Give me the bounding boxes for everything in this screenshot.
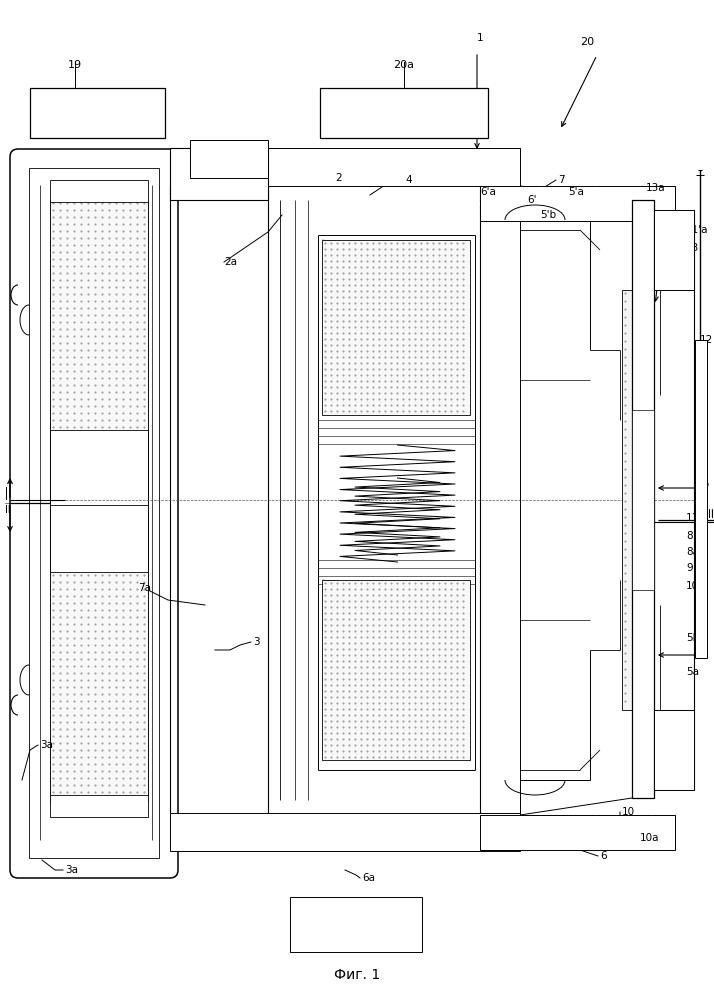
Text: 7: 7 bbox=[558, 175, 565, 185]
Text: 1: 1 bbox=[477, 33, 483, 43]
Text: 6': 6' bbox=[527, 195, 536, 205]
Bar bbox=[695, 340, 707, 658]
Bar bbox=[632, 200, 654, 798]
Text: II: II bbox=[708, 510, 714, 520]
Text: I: I bbox=[5, 487, 8, 497]
Text: 13: 13 bbox=[686, 243, 699, 253]
Bar bbox=[290, 897, 422, 952]
Bar bbox=[654, 210, 694, 290]
Bar bbox=[50, 180, 148, 202]
Bar bbox=[170, 813, 520, 851]
Text: 11: 11 bbox=[658, 247, 671, 257]
Bar bbox=[322, 240, 470, 415]
Text: 19: 19 bbox=[68, 60, 82, 70]
Bar bbox=[320, 88, 488, 138]
Text: 8a: 8a bbox=[686, 547, 699, 557]
Text: 10b: 10b bbox=[686, 581, 705, 591]
Text: ——: —— bbox=[5, 500, 19, 506]
Text: 10: 10 bbox=[622, 807, 635, 817]
Text: 7a: 7a bbox=[138, 583, 151, 593]
Text: II: II bbox=[708, 509, 714, 519]
Text: 9: 9 bbox=[686, 563, 693, 573]
Text: 5'b: 5'b bbox=[540, 210, 556, 220]
Bar bbox=[622, 290, 654, 710]
Bar bbox=[29, 168, 159, 858]
Bar bbox=[30, 88, 165, 138]
Bar bbox=[50, 572, 148, 802]
Bar bbox=[170, 148, 520, 186]
Text: 2: 2 bbox=[335, 173, 341, 183]
Text: 3a: 3a bbox=[65, 865, 78, 875]
Text: 5'a: 5'a bbox=[568, 187, 584, 197]
Bar bbox=[480, 815, 675, 850]
Bar bbox=[190, 140, 268, 178]
Bar bbox=[480, 186, 675, 221]
Text: 5': 5' bbox=[700, 483, 710, 493]
Text: 13a: 13a bbox=[646, 183, 665, 193]
Text: 11a: 11a bbox=[670, 757, 690, 767]
Text: 20: 20 bbox=[580, 37, 594, 47]
FancyBboxPatch shape bbox=[10, 149, 178, 878]
Bar bbox=[170, 148, 268, 200]
Text: II: II bbox=[5, 505, 11, 515]
Bar bbox=[632, 410, 654, 590]
Text: I: I bbox=[5, 492, 8, 502]
Text: 3: 3 bbox=[253, 637, 260, 647]
Text: II: II bbox=[5, 505, 11, 515]
Bar bbox=[322, 580, 470, 760]
Text: 20a: 20a bbox=[393, 60, 415, 70]
Text: Фиг. 1: Фиг. 1 bbox=[334, 968, 380, 982]
Text: 12: 12 bbox=[700, 335, 713, 345]
Text: 5b: 5b bbox=[686, 633, 699, 643]
Bar bbox=[654, 710, 694, 790]
Text: 2a: 2a bbox=[224, 257, 237, 267]
Text: 6: 6 bbox=[600, 851, 607, 861]
Text: 11'a: 11'a bbox=[686, 225, 708, 235]
Text: 5: 5 bbox=[700, 650, 707, 660]
Bar bbox=[50, 795, 148, 817]
Text: 6'a: 6'a bbox=[480, 187, 496, 197]
Text: 4: 4 bbox=[405, 175, 412, 185]
Text: 3a: 3a bbox=[40, 740, 53, 750]
Text: 11b: 11b bbox=[686, 513, 706, 523]
Text: 5a: 5a bbox=[686, 667, 699, 677]
Bar bbox=[50, 200, 148, 430]
Text: 8: 8 bbox=[686, 531, 693, 541]
Text: 6a: 6a bbox=[362, 873, 375, 883]
Text: 10a: 10a bbox=[640, 833, 660, 843]
